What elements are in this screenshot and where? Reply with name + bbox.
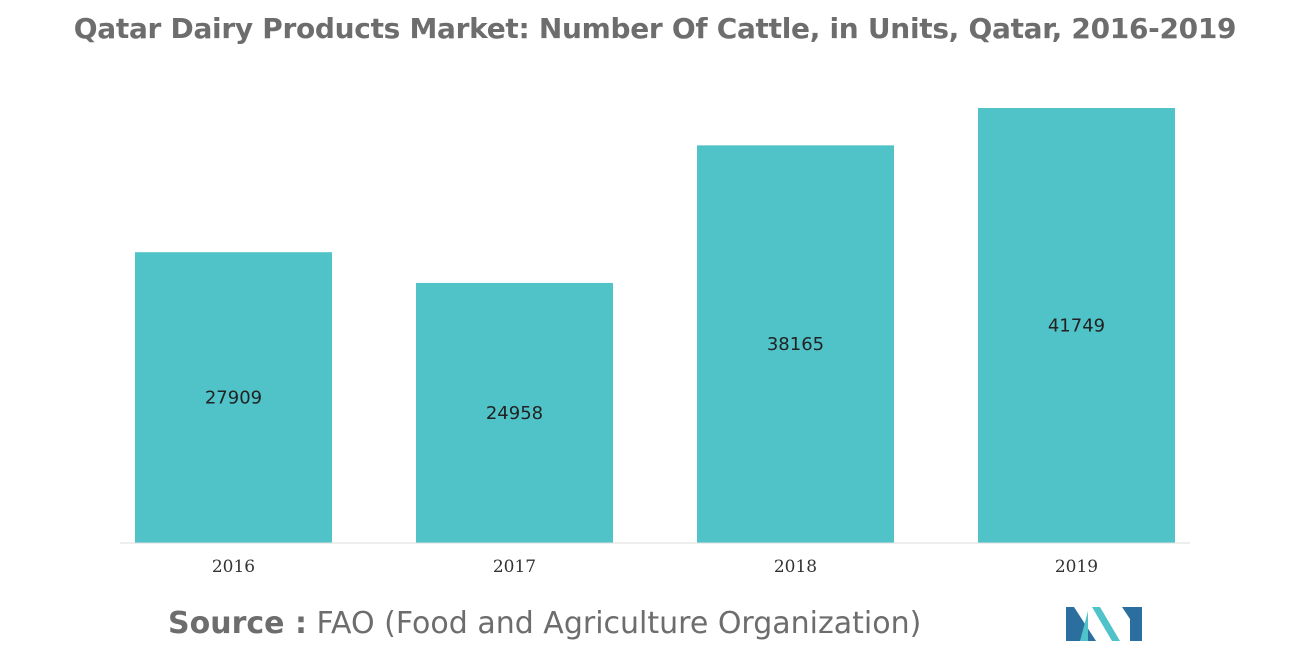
- x-tick-label-2019: 2019: [1055, 557, 1098, 577]
- bar-chart: 27909 24958 38165 41749 2016 2017 2018 2019: [120, 108, 1190, 577]
- x-tick-label-2018: 2018: [774, 557, 817, 577]
- x-tick-label-2017: 2017: [493, 557, 536, 577]
- logo-middle-right-shape: [1092, 607, 1120, 641]
- bar-2017: [416, 282, 613, 543]
- x-tick-label-2016: 2016: [212, 557, 255, 577]
- bars-group: [135, 108, 1175, 543]
- source-note: Source : FAO (Food and Agriculture Organ…: [168, 606, 921, 641]
- data-label-2016: 27909: [205, 388, 262, 409]
- data-labels-group: 27909 24958 38165 41749: [205, 316, 1105, 424]
- data-label-2018: 38165: [767, 334, 824, 355]
- logo-middle-shape: [1080, 611, 1088, 641]
- chart-title: Qatar Dairy Products Market: Number Of C…: [73, 12, 1237, 45]
- data-label-2017: 24958: [486, 403, 543, 424]
- bar-2018: [697, 145, 894, 543]
- bar-2016: [135, 252, 332, 543]
- x-tick-labels-group: 2016 2017 2018 2019: [212, 557, 1098, 577]
- source-label: Source :: [168, 606, 307, 641]
- bar-2019: [978, 108, 1175, 543]
- logo-right-shape: [1122, 607, 1142, 641]
- data-label-2019: 41749: [1048, 316, 1105, 337]
- source-text: FAO (Food and Agriculture Organization): [316, 606, 922, 641]
- logo-left-shape: [1066, 607, 1096, 641]
- mordor-intelligence-logo-icon: [1066, 607, 1142, 641]
